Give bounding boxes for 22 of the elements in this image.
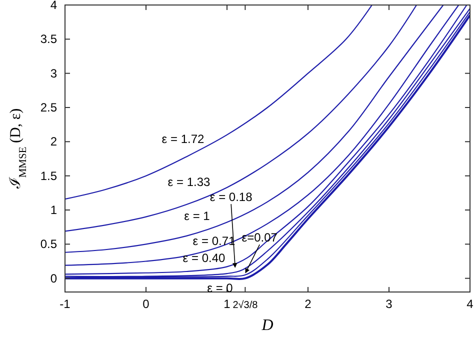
- x-tick-label: -1: [60, 297, 71, 311]
- x-tick-label: 2√3/8: [232, 300, 258, 311]
- y-tick-label: 0.5: [40, 237, 58, 252]
- y-tick-label: 4: [50, 0, 58, 12]
- y-tick-label: 3.5: [40, 32, 58, 46]
- x-tick-label: 3: [386, 297, 393, 311]
- y-tick-label: 2.5: [40, 100, 58, 114]
- x-tick-label: 2: [304, 297, 312, 311]
- y-tick-label: 1.5: [40, 168, 58, 183]
- x-tick-label: 1: [224, 297, 231, 311]
- annotation: ε = 1.72: [162, 132, 205, 146]
- annotation: ε = 0: [207, 281, 234, 295]
- x-tick-label: 4: [466, 297, 474, 311]
- y-tick-label: 1: [50, 203, 58, 217]
- y-tick-label: 0: [50, 271, 58, 286]
- annotation: ε = 1.33: [168, 175, 211, 189]
- annotation: ε = 0.18: [210, 190, 253, 204]
- x-tick-label: 0: [142, 297, 150, 311]
- x-axis-title: D: [260, 317, 274, 334]
- annotation: ε = 1: [184, 209, 210, 223]
- y-tick-label: 3: [50, 66, 58, 80]
- y-tick-label: 2: [50, 134, 58, 149]
